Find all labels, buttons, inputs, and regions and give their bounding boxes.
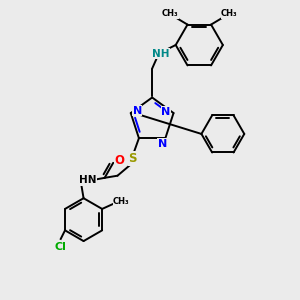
Text: CH₃: CH₃ — [113, 197, 130, 206]
Text: N: N — [133, 106, 142, 116]
Text: O: O — [115, 154, 124, 167]
Text: HN: HN — [79, 175, 96, 185]
Text: N: N — [161, 107, 171, 117]
Text: Cl: Cl — [55, 242, 67, 253]
Text: NH: NH — [152, 49, 169, 58]
Text: N: N — [158, 139, 167, 148]
Text: S: S — [128, 152, 137, 165]
Text: CH₃: CH₃ — [221, 9, 238, 18]
Text: CH₃: CH₃ — [162, 9, 179, 18]
